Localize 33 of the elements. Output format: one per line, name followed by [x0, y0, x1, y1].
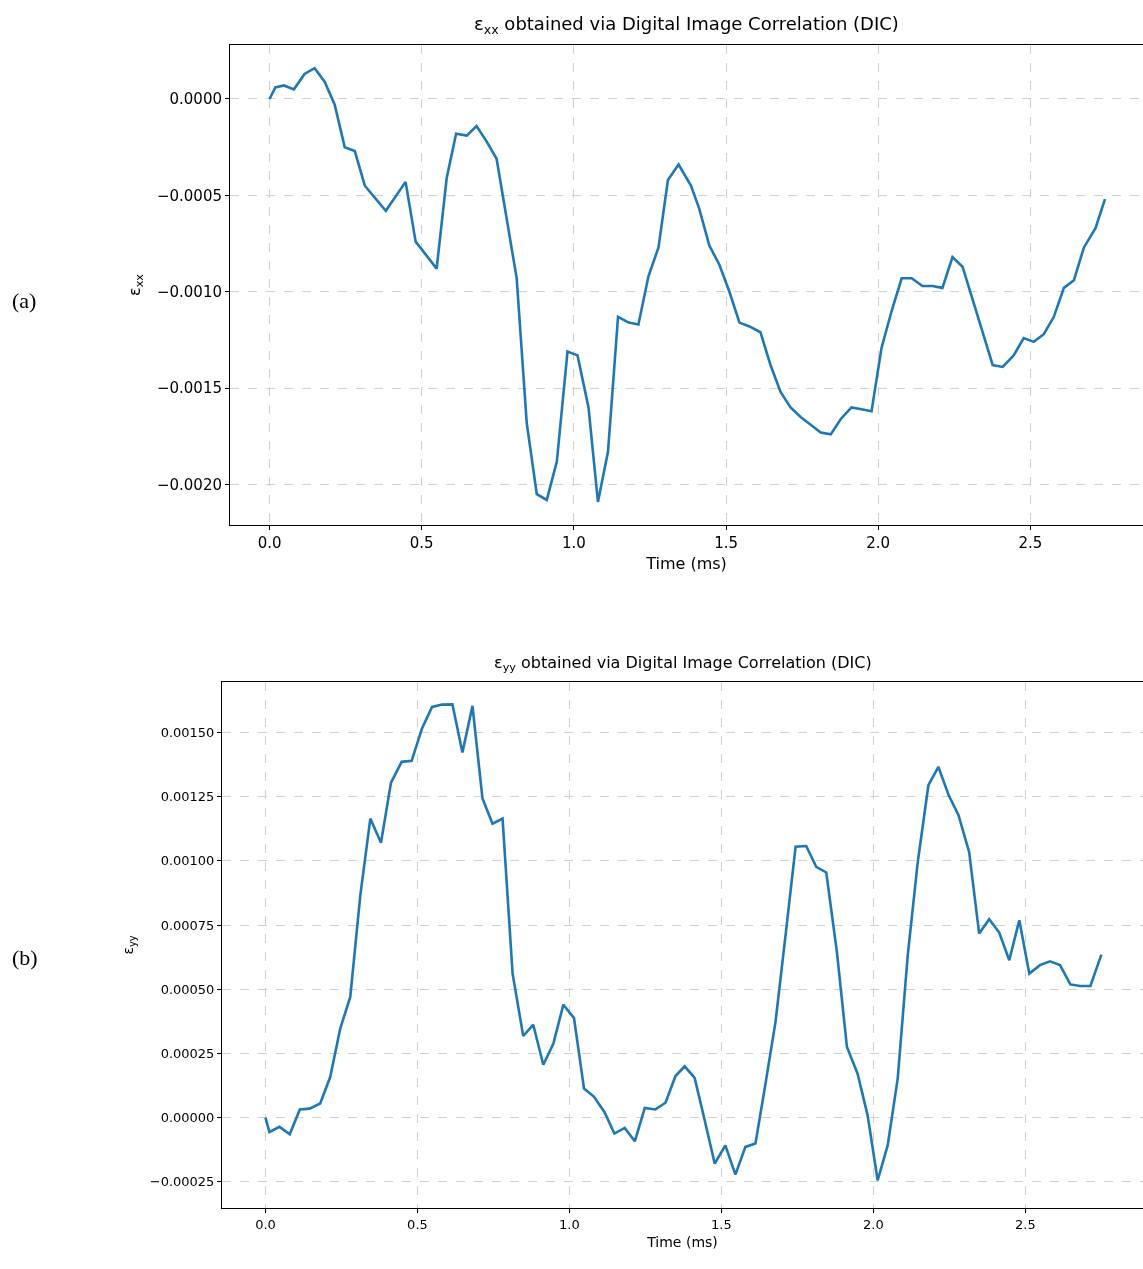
text: (b) — [12, 945, 38, 970]
x-tick-label: 2.5 — [1015, 1216, 1036, 1232]
y-tick-label: 0.00125 — [160, 789, 215, 805]
y-tick-label: 0.00100 — [160, 853, 215, 869]
x-tick-label: 0.0 — [257, 534, 282, 552]
y-tick-label: −0.00025 — [149, 1174, 215, 1190]
y-tick-label: −0.0015 — [156, 379, 222, 398]
y-tick-label: 0.00150 — [160, 725, 215, 741]
x-tick-label: 0.0 — [255, 1216, 276, 1232]
x-axis-title: Time (ms) — [646, 1233, 718, 1250]
chart-title: ε$_{xx}$ obtained via Digital Image Correlation (DIC) — [474, 13, 899, 37]
x-tick-label: 2.0 — [863, 1216, 884, 1232]
y-tick-label: 0.0000 — [169, 90, 222, 109]
x-tick-label: 1.5 — [711, 1216, 732, 1232]
y-tick-label: −0.0010 — [156, 283, 222, 301]
x-tick-label: 1.0 — [561, 534, 586, 552]
y-tick-label: 0.00000 — [160, 1110, 215, 1126]
x-tick-label: 2.5 — [1018, 534, 1043, 552]
line-series — [268, 66, 1107, 504]
line-series — [264, 703, 1103, 1182]
x-tick-label: 1.5 — [714, 534, 738, 552]
x-tick-label: 0.5 — [407, 1216, 428, 1232]
y-tick-label: 0.00025 — [160, 1046, 215, 1062]
x-axis-title: Time (ms) — [645, 553, 727, 573]
x-tick-label: 0.5 — [409, 534, 434, 552]
text: (a) — [12, 288, 37, 313]
y-tick-label: −0.0020 — [156, 475, 222, 494]
y-tick-label: −0.0005 — [156, 186, 222, 205]
x-tick-label: 1.0 — [559, 1216, 580, 1232]
y-tick-label: 0.00050 — [160, 981, 215, 997]
x-tick-label: 2.0 — [866, 534, 891, 552]
chart-title: ε$_{yy}$ obtained via Digital Image Correlation (DIC) — [494, 653, 872, 675]
y-tick-label: 0.00075 — [160, 917, 215, 933]
